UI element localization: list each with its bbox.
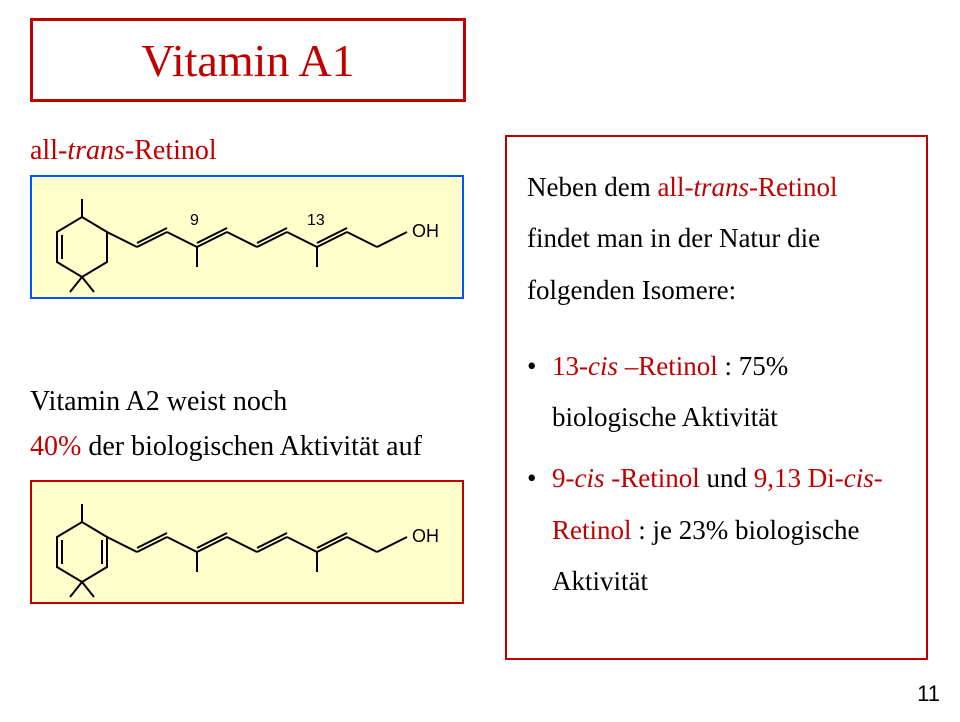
isomers-box: Neben dem all-trans-Retinol findet man i…: [505, 135, 928, 660]
a2-line1: Vitamin A2 weist noch: [30, 386, 287, 417]
atom-label-9: 9: [190, 212, 199, 229]
intro-post: findet man in der Natur die folgenden Is…: [527, 223, 820, 304]
oh-label-1: OH: [412, 221, 439, 241]
intro-pre: Neben dem: [527, 172, 657, 202]
oh-label-2: OH: [412, 526, 439, 546]
bullet-9-cis: 9-cis -Retinol und 9,13 Di-cis-Retinol :…: [527, 453, 906, 607]
a2-percent: 40%: [30, 431, 81, 462]
atom-label-13: 13: [307, 212, 325, 229]
vitamin-a2-structure-svg: OH: [32, 482, 462, 602]
bullet2-keyword1: 9-cis -Retinol: [552, 463, 700, 493]
isomers-intro: Neben dem all-trans-Retinol findet man i…: [527, 162, 906, 316]
bullet-13-cis: 13-cis –Retinol : 75% biologische Aktivi…: [527, 341, 906, 444]
bullet1-keyword: 13-cis –Retinol: [552, 351, 718, 381]
title-box: Vitamin A1: [30, 18, 466, 102]
vitamin-a2-text: Vitamin A2 weist noch 40% der biologisch…: [30, 380, 422, 470]
subtitle-all-trans: all-trans-Retinol: [30, 135, 217, 167]
page-number: 11: [917, 681, 940, 707]
a2-line2: der biologischen Aktivität auf: [81, 431, 422, 462]
page-title: Vitamin A1: [141, 34, 354, 87]
molecule-all-trans-retinol: 9 13 OH: [30, 175, 464, 299]
intro-keyword: all-trans-Retinol: [657, 172, 837, 202]
molecule-vitamin-a2: OH: [30, 480, 464, 604]
bullet2-mid: und: [700, 463, 754, 493]
retinol-structure-svg: 9 13 OH: [32, 177, 462, 297]
